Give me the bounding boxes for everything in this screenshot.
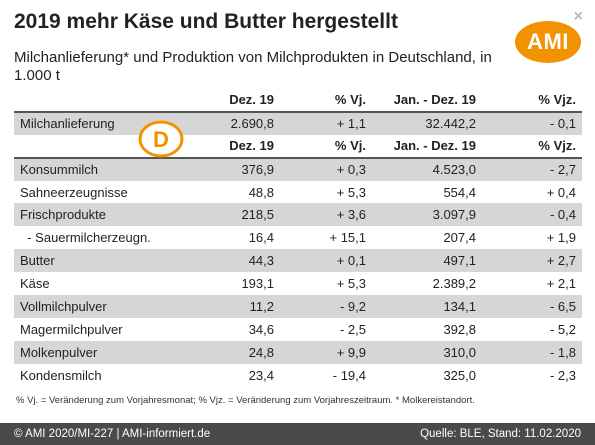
row-label: Magermilchpulver [20,321,123,337]
table-row: Frischprodukte 218,5 + 3,6 3.097,9 - 0,4 [14,203,582,227]
table-subheader-row: Dez. 19 % Vj. Jan. - Dez. 19 % Vjz. [14,135,582,158]
cell-value: 32.442,2 [372,110,482,135]
footer-bar: © AMI 2020/MI-227 | AMI-informiert.de Qu… [0,423,595,445]
cell-value: - 2,3 [549,367,576,383]
cell-value: + 5,3 [336,276,366,292]
cell-value: + 5,3 [336,184,366,200]
footnote: % Vj. = Veränderung zum Vorjahresmonat; … [16,395,475,406]
cell-value: 3.097,9 [372,203,482,227]
row-label: Butter [14,249,192,273]
table-row: Sahneerzeugnisse 48,8 + 5,3 554,4 + 0,4 [14,181,582,204]
cell-value: + 3,6 [280,203,372,227]
cell-value: 34,6 [248,321,274,337]
cell-value: 497,1 [372,249,482,273]
column-header: % Vj. [334,92,366,108]
cell-value: + 1,1 [280,110,372,135]
column-header: Dez. 19 [229,138,274,154]
cell-value: - 0,4 [482,203,582,227]
cell-value: - 19,4 [332,367,366,383]
row-label: Sahneerzeugnisse [20,184,128,200]
badge-letter: D [153,127,169,152]
cell-value: - 1,8 [482,340,582,364]
ami-logo: AMI [515,21,581,63]
cell-value: - 5,2 [549,321,576,337]
cell-value: + 0,4 [546,184,576,200]
data-table-container: D Dez. 19 % Vj. Jan. - Dez. 19 % Vjz. Mi… [14,89,582,387]
cell-value: + 1,9 [546,230,576,246]
data-table: Dez. 19 % Vj. Jan. - Dez. 19 % Vjz. Milc… [14,89,582,387]
table-row: Vollmilchpulver 11,2 - 9,2 134,1 - 6,5 [14,295,582,318]
cell-value: - 6,5 [482,295,582,318]
cell-value: + 15,1 [329,230,366,246]
row-label: Konsummilch [14,156,192,181]
cell-value: 218,5 [192,203,280,227]
cell-value: 310,0 [372,340,482,364]
cell-value: + 2,1 [546,276,576,292]
column-header: Dez. 19 [229,92,274,108]
column-header [14,89,192,112]
table-row: Magermilchpulver 34,6 - 2,5 392,8 - 5,2 [14,318,582,341]
column-header: % Vjz. [538,92,576,108]
table-row: Butter 44,3 + 0,1 497,1 + 2,7 [14,249,582,273]
footer-source: Quelle: BLE, Stand: 11.02.2020 [420,428,581,440]
cell-value: 16,4 [248,230,274,246]
cell-value: 392,8 [443,321,476,337]
table-header-row: Dez. 19 % Vj. Jan. - Dez. 19 % Vjz. [14,89,582,112]
cell-value: + 0,1 [280,249,372,273]
table-row: Milchanlieferung 2.690,8 + 1,1 32.442,2 … [14,110,582,135]
cell-value: 11,2 [192,295,280,318]
cell-value: 2.389,2 [432,276,476,292]
cell-value: + 9,9 [280,340,372,364]
cell-value: 24,8 [192,340,280,364]
cell-value: 48,8 [248,184,274,200]
cell-value: 4.523,0 [372,156,482,181]
cell-value: - 2,5 [339,321,366,337]
cell-value: 207,4 [443,230,476,246]
cell-value: 23,4 [248,367,274,383]
column-header: Jan. - Dez. 19 [393,92,476,108]
row-label: Frischprodukte [14,203,192,227]
country-d-badge-icon: D [138,120,184,158]
column-header: Jan. - Dez. 19 [393,138,476,154]
cell-value: 2.690,8 [192,110,280,135]
logo-text: AMI [527,29,569,54]
row-label: Molkenpulver [14,340,192,364]
cell-value: 44,3 [192,249,280,273]
table-row: Konsummilch 376,9 + 0,3 4.523,0 - 2,7 [14,156,582,181]
cell-value: - 9,2 [280,295,372,318]
row-label: Kondensmilch [20,367,102,383]
cell-value: 193,1 [241,276,274,292]
close-icon[interactable]: × [573,8,583,25]
row-label: Käse [20,276,50,292]
row-label: - Sauermilcherzeugn. [20,230,151,246]
table-row: Molkenpulver 24,8 + 9,9 310,0 - 1,8 [14,340,582,364]
cell-value: + 2,7 [482,249,582,273]
cell-value: 554,4 [443,184,476,200]
page-subtitle: Milchanlieferung* und Produktion von Mil… [14,49,492,84]
cell-value: + 0,3 [280,156,372,181]
table-row: Kondensmilch 23,4 - 19,4 325,0 - 2,3 [14,364,582,387]
cell-value: 325,0 [443,367,476,383]
footer-copyright: © AMI 2020/MI-227 | AMI-informiert.de [14,428,211,440]
row-label: Vollmilchpulver [14,295,192,318]
page-title: 2019 mehr Käse und Butter hergestellt [14,10,398,33]
cell-value: - 2,7 [482,156,582,181]
cell-value: 134,1 [372,295,482,318]
table-row: - Sauermilcherzeugn. 16,4 + 15,1 207,4 +… [14,226,582,249]
column-header: % Vj. [334,138,366,154]
cell-value: 376,9 [192,156,280,181]
table-row: Käse 193,1 + 5,3 2.389,2 + 2,1 [14,272,582,295]
cell-value: - 0,1 [482,110,582,135]
column-header: % Vjz. [538,138,576,154]
